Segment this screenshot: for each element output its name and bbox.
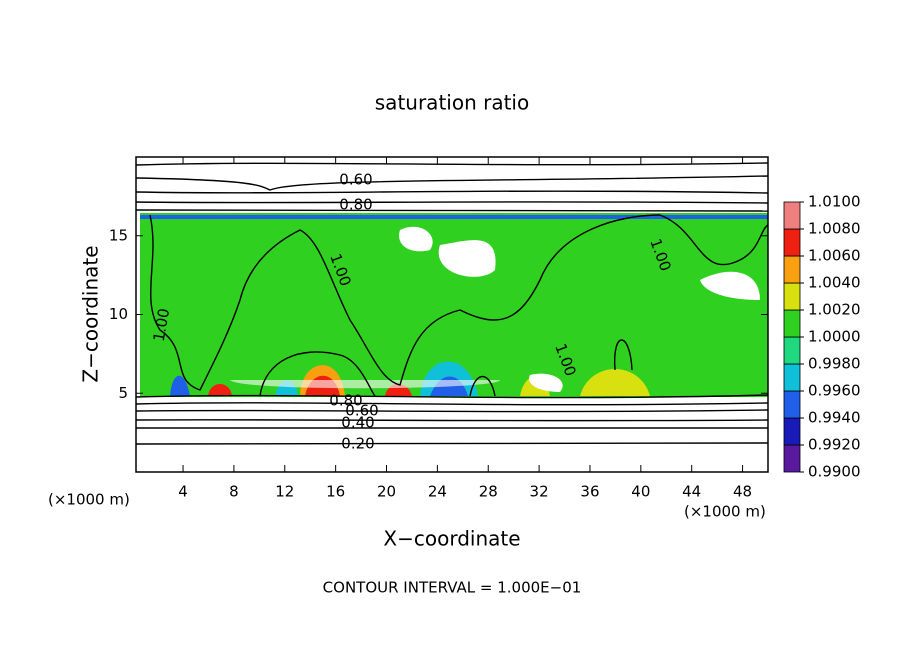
x-tick-label: 32 bbox=[530, 483, 549, 501]
y-tick-label: 5 bbox=[118, 384, 128, 402]
colorbar-tick-label: 0.9960 bbox=[808, 382, 861, 400]
colorbar-tick-label: 0.9980 bbox=[808, 355, 861, 373]
colorbar-band bbox=[783, 444, 801, 473]
x-tick-label: 16 bbox=[326, 483, 345, 501]
contour-label: 0.80 bbox=[329, 392, 362, 410]
x-tick-label: 28 bbox=[479, 483, 498, 501]
colorbar-tick-label: 0.9920 bbox=[808, 436, 861, 454]
colorbar-band bbox=[783, 255, 801, 284]
x-axis-label: X−coordinate bbox=[383, 527, 520, 551]
white-patch bbox=[700, 271, 760, 300]
contour-label: 0.20 bbox=[341, 435, 374, 453]
colorbar-tick-label: 1.0060 bbox=[808, 247, 861, 265]
field-area bbox=[140, 215, 768, 219]
contour-lines bbox=[136, 162, 768, 445]
contour-label: 0.80 bbox=[339, 196, 372, 214]
colorbar-tick-label: 1.0100 bbox=[808, 193, 861, 211]
white-patch bbox=[438, 240, 496, 277]
field bbox=[136, 162, 768, 445]
x-tick-label: 24 bbox=[428, 483, 447, 501]
colorbar-tick-label: 1.0040 bbox=[808, 274, 861, 292]
y-tick-label: 15 bbox=[109, 226, 128, 244]
x-tick-label: 4 bbox=[178, 483, 188, 501]
colorbar-band bbox=[783, 336, 801, 365]
x-tick-label: 20 bbox=[377, 483, 396, 501]
colorbar-tick-label: 0.9940 bbox=[808, 409, 861, 427]
contour-label: 0.60 bbox=[339, 171, 372, 189]
colorbar-band bbox=[783, 417, 801, 446]
x-tick-label: 12 bbox=[275, 483, 294, 501]
x-tick-label: 36 bbox=[580, 483, 599, 501]
y-axis-label: Z−coordinate bbox=[79, 245, 103, 382]
field-area bbox=[170, 375, 190, 396]
white-patch bbox=[529, 373, 563, 392]
colorbar-band bbox=[783, 363, 801, 392]
colorbar-band bbox=[783, 282, 801, 311]
contour-label: 0.60 bbox=[345, 402, 378, 420]
colorbar-band bbox=[783, 228, 801, 257]
x-tick-label: 48 bbox=[733, 483, 752, 501]
x-tick-label: 8 bbox=[229, 483, 239, 501]
x-tick-label: 44 bbox=[682, 483, 701, 501]
chart-title: saturation ratio bbox=[375, 91, 529, 115]
colorbar-tick-label: 0.9900 bbox=[808, 463, 861, 481]
contour-label: 0.40 bbox=[341, 414, 374, 432]
colorbar-tick-label: 1.0000 bbox=[808, 328, 861, 346]
y-tick-label: 10 bbox=[109, 305, 128, 323]
field-area bbox=[580, 369, 650, 396]
colorbar-band bbox=[783, 390, 801, 419]
field-area bbox=[208, 384, 232, 396]
colorbar-band bbox=[783, 309, 801, 338]
white-patch bbox=[230, 380, 500, 389]
contour-label: 1.00 bbox=[150, 307, 174, 343]
x-unit: (×1000 m) bbox=[48, 491, 130, 509]
x-tick-label: 40 bbox=[631, 483, 650, 501]
colorbar-band bbox=[783, 201, 801, 230]
colorbar-tick-label: 1.0080 bbox=[808, 220, 861, 238]
footer: CONTOUR INTERVAL = 1.000E−01 bbox=[323, 579, 582, 597]
x-unit: (×1000 m) bbox=[684, 503, 766, 521]
colorbar-tick-label: 1.0020 bbox=[808, 301, 861, 319]
white-patch bbox=[399, 226, 433, 252]
